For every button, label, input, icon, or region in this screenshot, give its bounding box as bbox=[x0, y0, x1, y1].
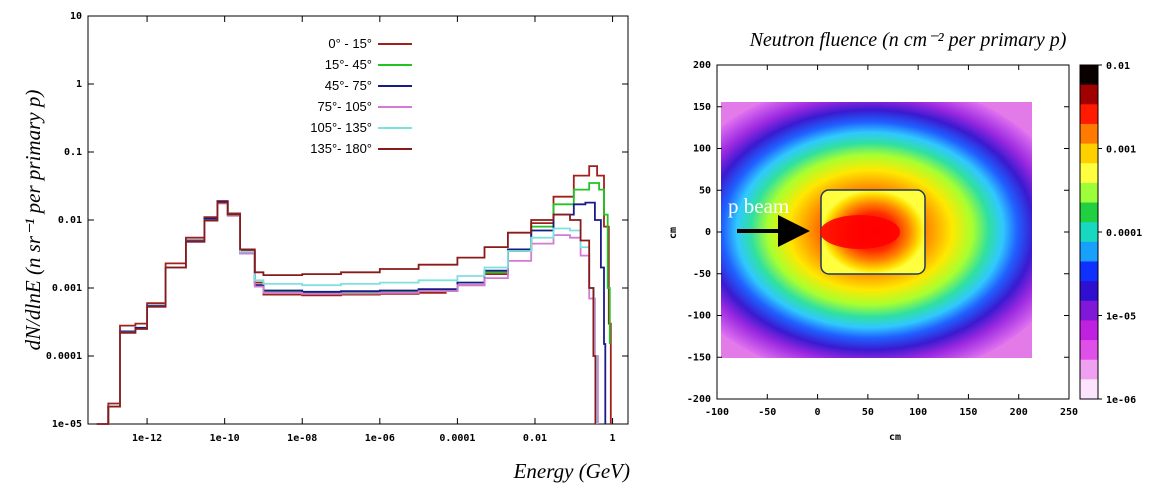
spectrum-y-tick-label: 0.1 bbox=[64, 147, 82, 158]
colorbar-segment bbox=[1080, 359, 1098, 380]
spectrum-y-tick-label: 1e-05 bbox=[52, 419, 82, 430]
colorbar-segment bbox=[1080, 300, 1098, 322]
spectrum-legend-label: 45°- 75° bbox=[325, 78, 372, 93]
colorbar-segment bbox=[1080, 143, 1098, 164]
fluence-x-tick-label: 150 bbox=[959, 407, 977, 418]
fluence-y-tick-label: -100 bbox=[687, 311, 711, 322]
colorbar-segment bbox=[1080, 104, 1098, 125]
colorbar-segment bbox=[1080, 340, 1098, 361]
spectrum-x-tick-label: 1e-10 bbox=[210, 433, 240, 444]
spectrum-y-axis-label: dN/dlnE (n sr⁻¹ per primary p) bbox=[21, 90, 45, 351]
spectrum-legend: 0° - 15° 15°- 45° 45°- 75° 75°- 105° 105°- 1… bbox=[310, 36, 412, 156]
colorbar-tick-label: 0.01 bbox=[1106, 61, 1130, 72]
fluence-y-tick-label: 50 bbox=[699, 185, 711, 196]
fluence-y-tick-label: -150 bbox=[687, 352, 711, 363]
spectrum-x-axis-label: Energy (GeV) bbox=[513, 459, 630, 483]
colorbar-tick-label: 1e-06 bbox=[1106, 395, 1136, 406]
fluence-x-tick-label: -50 bbox=[758, 407, 776, 418]
fluence-x-tick-label: 100 bbox=[909, 407, 927, 418]
fluence-x-tick-label: -100 bbox=[705, 407, 729, 418]
fluence-y-tick-label: -50 bbox=[693, 269, 711, 280]
colorbar-segment bbox=[1080, 222, 1098, 243]
fluence-colorbar: 0.01 0.001 0.0001 1e-05 1e-06 bbox=[1079, 61, 1142, 406]
spectrum-x-tick-label: 1 bbox=[610, 433, 616, 444]
fluence-x-tick-label: 50 bbox=[862, 407, 874, 418]
fluence-x-axis-label: cm bbox=[889, 432, 901, 443]
fluence-x-ticks: -100 -50 0 50 100 150 200 250 bbox=[705, 65, 1078, 418]
fluence-hot-core bbox=[820, 215, 900, 249]
colorbar-segment bbox=[1080, 202, 1098, 223]
colorbar-tick-label: 1e-05 bbox=[1106, 312, 1136, 323]
spectrum-y-tick-label: 1 bbox=[76, 79, 82, 90]
fluence-y-tick-label: 150 bbox=[693, 102, 711, 113]
fluence-y-tick-label: -200 bbox=[687, 394, 711, 405]
spectrum-series-line-6 bbox=[96, 201, 597, 425]
fluence-x-tick-label: 0 bbox=[815, 407, 821, 418]
fluence-title: Neutron fluence (n cm⁻² per primary p) bbox=[749, 29, 1067, 51]
fluence-x-tick-label: 200 bbox=[1010, 407, 1028, 418]
spectrum-series bbox=[96, 165, 612, 425]
spectrum-x-tick-label: 1e-06 bbox=[365, 433, 395, 444]
colorbar-segment bbox=[1080, 65, 1098, 86]
spectrum-legend-label: 75°- 105° bbox=[318, 99, 373, 114]
spectrum-legend-label: 105°- 135° bbox=[310, 120, 372, 135]
spectrum-x-tick-label: 1e-08 bbox=[287, 433, 317, 444]
colorbar-segment bbox=[1080, 320, 1098, 341]
colorbar-tick-label: 0.0001 bbox=[1106, 228, 1142, 239]
colorbar-segment bbox=[1080, 261, 1098, 282]
spectrum-y-tick-label: 0.0001 bbox=[46, 351, 82, 362]
spectrum-y-tick-label: 10 bbox=[70, 11, 82, 22]
fluence-y-ticks: 200 150 100 50 0 -50 -100 -150 -200 bbox=[687, 60, 1069, 405]
colorbar-segment bbox=[1080, 241, 1098, 263]
colorbar-segment bbox=[1080, 182, 1098, 204]
colorbar-segment bbox=[1080, 123, 1098, 145]
spectrum-y-tick-label: 0.001 bbox=[52, 283, 82, 294]
fluence-map: Neutron fluence (n cm⁻² per primary p) p… bbox=[668, 29, 1142, 443]
fluence-y-tick-label: 100 bbox=[693, 144, 711, 155]
spectrum-y-tick-label: 0.01 bbox=[58, 215, 82, 226]
colorbar-segment bbox=[1080, 281, 1098, 302]
beam-label: p beam bbox=[728, 194, 789, 218]
spectrum-legend-label: 15°- 45° bbox=[325, 57, 372, 72]
spectrum-x-tick-label: 0.0001 bbox=[439, 433, 475, 444]
colorbar-segment bbox=[1080, 84, 1098, 105]
spectrum-x-tick-label: 1e-12 bbox=[132, 433, 162, 444]
fluence-y-tick-label: 0 bbox=[705, 227, 711, 238]
fluence-x-tick-label: 250 bbox=[1060, 407, 1078, 418]
fluence-y-axis-label: cm bbox=[668, 227, 679, 239]
spectrum-x-ticks: 1e-12 1e-10 1e-08 1e-06 0.0001 0.01 1 bbox=[132, 16, 616, 444]
spectrum-legend-label: 135°- 180° bbox=[310, 141, 372, 156]
colorbar-tick-label: 0.001 bbox=[1106, 145, 1136, 156]
spectrum-y-ticks: 10 1 0.1 0.01 0.001 0.0001 1e-05 bbox=[46, 11, 628, 430]
spectrum-legend-label: 0° - 15° bbox=[328, 36, 372, 51]
spectrum-x-tick-label: 0.01 bbox=[523, 433, 547, 444]
fluence-y-tick-label: 200 bbox=[693, 60, 711, 71]
colorbar-segment bbox=[1080, 163, 1098, 184]
colorbar-segment bbox=[1080, 379, 1098, 400]
